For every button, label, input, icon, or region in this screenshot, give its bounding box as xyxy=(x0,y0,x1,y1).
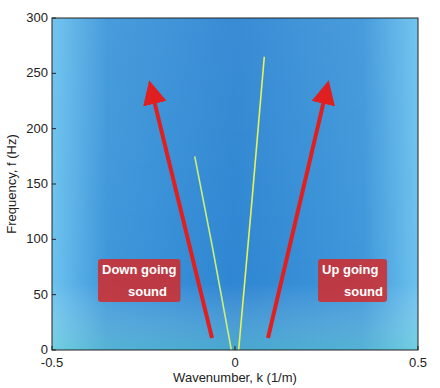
x-tick-label: 0.5 xyxy=(409,355,427,370)
annotation: Up going sound xyxy=(322,262,383,299)
x-tick xyxy=(52,346,53,350)
y-tick-label: 250 xyxy=(26,65,48,80)
x-tick xyxy=(418,346,419,350)
annotation-line: sound xyxy=(344,284,383,299)
plot-frame xyxy=(52,18,418,350)
dispersion-line xyxy=(239,57,265,350)
x-tick-label: -0.5 xyxy=(41,355,63,370)
y-tick xyxy=(52,239,56,240)
annotation-box xyxy=(318,259,387,302)
x-axis-title: Wavenumber, k (1/m) xyxy=(173,370,297,385)
y-tick-label: 0 xyxy=(41,342,48,357)
plot-background xyxy=(52,18,418,350)
x-tick-label: 0 xyxy=(231,355,238,370)
arrow xyxy=(268,92,326,338)
y-tick-label: 300 xyxy=(26,10,48,25)
y-tick-label: 50 xyxy=(34,287,48,302)
y-axis-title: Frequency, f (Hz) xyxy=(4,134,19,233)
annotation-line: Up going xyxy=(322,262,378,277)
chart: -0.500.5050100150200250300Wavenumber, k … xyxy=(0,0,440,388)
y-tick xyxy=(52,350,56,351)
y-tick xyxy=(52,184,56,185)
y-tick xyxy=(52,18,56,19)
annotation-line: sound xyxy=(128,284,167,299)
x-tick xyxy=(235,346,236,350)
dispersion-line xyxy=(195,156,232,350)
annotation: Down going sound xyxy=(102,262,176,299)
plot-shading xyxy=(52,18,418,350)
annotation-line: Down going xyxy=(102,262,176,277)
y-tick xyxy=(52,73,56,74)
y-tick-label: 200 xyxy=(26,121,48,136)
y-tick-label: 150 xyxy=(26,176,48,191)
annotation-box xyxy=(98,259,180,302)
y-tick-label: 100 xyxy=(26,231,48,246)
y-tick xyxy=(52,294,56,295)
y-tick xyxy=(52,128,56,129)
